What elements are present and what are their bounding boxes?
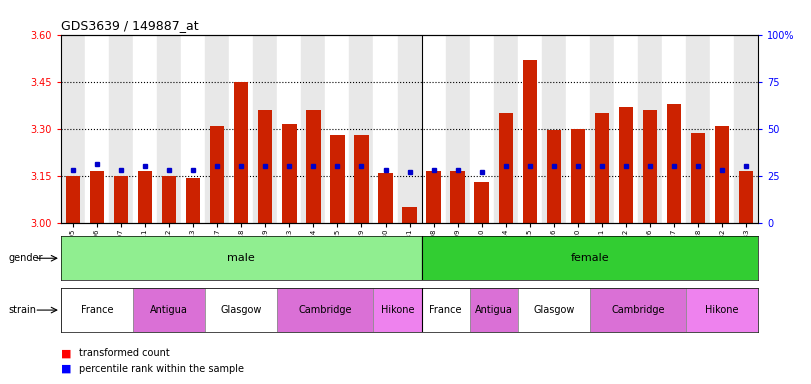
Bar xyxy=(522,60,537,223)
Bar xyxy=(470,35,494,223)
Bar xyxy=(210,126,225,223)
Text: male: male xyxy=(227,253,255,263)
Bar xyxy=(734,35,758,223)
Text: GDS3639 / 149887_at: GDS3639 / 149887_at xyxy=(61,19,199,32)
Bar xyxy=(638,35,662,223)
Text: strain: strain xyxy=(8,305,36,315)
Text: Cambridge: Cambridge xyxy=(611,305,665,315)
Bar xyxy=(230,35,253,223)
Bar xyxy=(667,104,681,223)
Text: Hikone: Hikone xyxy=(381,305,414,315)
Bar xyxy=(427,171,441,223)
Bar xyxy=(619,107,633,223)
Bar xyxy=(114,176,128,223)
Bar xyxy=(739,171,753,223)
Text: female: female xyxy=(571,253,609,263)
Bar xyxy=(354,135,369,223)
Bar xyxy=(374,288,422,332)
Text: ■: ■ xyxy=(61,348,71,358)
Bar xyxy=(422,288,470,332)
Bar xyxy=(517,288,590,332)
Bar xyxy=(277,35,302,223)
Bar xyxy=(470,288,517,332)
Bar xyxy=(157,35,181,223)
Text: gender: gender xyxy=(8,253,43,263)
Bar xyxy=(61,236,422,280)
Bar xyxy=(205,35,230,223)
Bar xyxy=(66,176,80,223)
Bar xyxy=(547,130,561,223)
Bar xyxy=(517,35,542,223)
Bar xyxy=(330,135,345,223)
Bar xyxy=(253,35,277,223)
Text: ■: ■ xyxy=(61,364,71,374)
Text: transformed count: transformed count xyxy=(79,348,169,358)
Bar xyxy=(422,236,758,280)
Bar xyxy=(258,110,272,223)
Bar xyxy=(85,35,109,223)
Bar xyxy=(350,35,374,223)
Bar xyxy=(205,288,277,332)
Bar xyxy=(594,113,609,223)
Bar xyxy=(181,35,205,223)
Bar xyxy=(571,129,585,223)
Bar xyxy=(138,171,152,223)
Bar xyxy=(306,110,320,223)
Bar xyxy=(133,288,205,332)
Bar xyxy=(109,35,133,223)
Bar xyxy=(302,35,325,223)
Text: Hikone: Hikone xyxy=(706,305,739,315)
Bar xyxy=(61,288,133,332)
Bar xyxy=(590,35,614,223)
Bar xyxy=(397,35,422,223)
Bar xyxy=(402,207,417,223)
Bar xyxy=(542,35,566,223)
Bar xyxy=(61,35,85,223)
Bar xyxy=(686,288,758,332)
Bar xyxy=(234,82,248,223)
Bar xyxy=(643,110,657,223)
Bar xyxy=(566,35,590,223)
Bar xyxy=(691,133,706,223)
Bar xyxy=(186,178,200,223)
Bar xyxy=(450,171,465,223)
Bar xyxy=(590,288,686,332)
Bar xyxy=(378,172,393,223)
Text: Cambridge: Cambridge xyxy=(298,305,352,315)
Text: France: France xyxy=(80,305,114,315)
Bar xyxy=(282,124,297,223)
Text: France: France xyxy=(429,305,462,315)
Bar xyxy=(686,35,710,223)
Text: percentile rank within the sample: percentile rank within the sample xyxy=(79,364,243,374)
Bar xyxy=(499,113,513,223)
Bar xyxy=(494,35,517,223)
Bar xyxy=(662,35,686,223)
Bar xyxy=(710,35,734,223)
Bar xyxy=(614,35,638,223)
Bar xyxy=(162,176,176,223)
Text: Glasgow: Glasgow xyxy=(221,305,262,315)
Text: Glasgow: Glasgow xyxy=(533,305,574,315)
Bar xyxy=(715,126,729,223)
Bar xyxy=(445,35,470,223)
Bar xyxy=(133,35,157,223)
Text: Antigua: Antigua xyxy=(474,305,513,315)
Text: Antigua: Antigua xyxy=(150,305,188,315)
Bar xyxy=(474,182,489,223)
Bar xyxy=(90,171,104,223)
Bar xyxy=(325,35,350,223)
Bar xyxy=(277,288,374,332)
Bar xyxy=(422,35,445,223)
Bar xyxy=(374,35,397,223)
